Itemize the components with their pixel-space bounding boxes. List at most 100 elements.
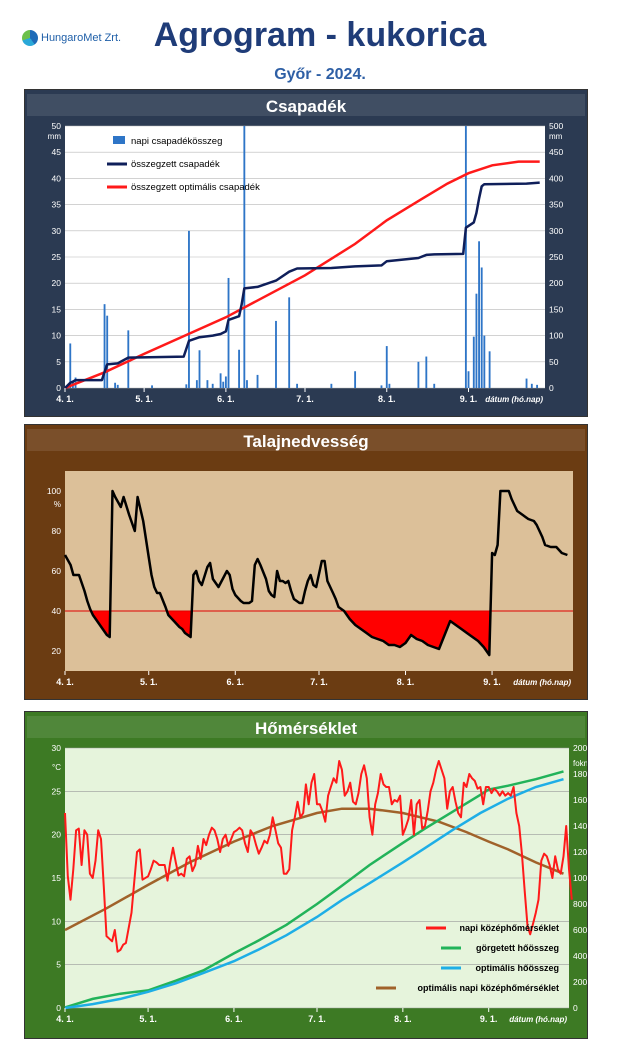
legend-label-daily-precip: napi csapadékösszeg: [131, 136, 222, 147]
daily-precip-bar: [472, 336, 475, 388]
x-tick-label: 8. 1.: [397, 677, 415, 687]
y-axis-unit: %: [54, 500, 61, 509]
y-right-tick-label: 450: [549, 147, 563, 157]
daily-precip-bar: [198, 350, 201, 388]
daily-precip-bar: [417, 361, 420, 388]
title-band: [27, 94, 585, 116]
x-tick-label: 6. 1.: [225, 1014, 243, 1024]
y-right-tick-label: 300: [549, 226, 563, 236]
legend-label-optimal-precip: összegzett optimális csapadék: [131, 182, 260, 193]
y-tick-label: 5: [56, 960, 61, 970]
y-right-tick-label: 350: [549, 200, 563, 210]
daily-precip-bar: [475, 293, 478, 388]
daily-precip-bar: [536, 384, 539, 388]
y-right-tick-label: 50: [549, 357, 559, 367]
y-right-tick-label: 150: [549, 304, 563, 314]
y-tick-label: 0: [56, 1003, 61, 1013]
legend-swatch-daily-precip: [113, 136, 125, 144]
daily-precip-bar: [525, 378, 528, 388]
page-title: Agrogram - kukorica: [153, 16, 487, 54]
x-tick-label: 5. 1.: [135, 394, 153, 404]
daily-mean-temp-line: [64, 760, 573, 953]
precipitation-chart: Csapadék05101520253035404550050100150200…: [25, 90, 587, 416]
soil-moisture-line: [63, 489, 568, 657]
y-axis-unit-left: mm: [48, 132, 62, 141]
y-axis-unit-right: foknap: [573, 759, 587, 768]
legend-daily-mean-temp-label: napi középhőmérséklet: [459, 923, 559, 933]
daily-precip-bar: [114, 382, 117, 388]
moisture-deficit-area: [166, 611, 192, 637]
y-axis-unit-left: °C: [52, 763, 61, 772]
y-tick-label: 10: [52, 916, 62, 926]
optimal-cumulative-precip-line: [64, 160, 540, 390]
daily-precip-bar: [288, 297, 291, 388]
daily-precip-bar: [224, 376, 227, 388]
y-right-tick-label: 0: [573, 1003, 578, 1013]
daily-precip-bar: [116, 384, 119, 388]
daily-precip-bar: [488, 351, 491, 388]
y-right-tick-label: 400: [549, 173, 563, 183]
daily-precip-bar: [222, 381, 225, 388]
daily-precip-bar: [388, 383, 391, 388]
daily-precip-bar: [467, 371, 470, 388]
y-right-tick-label: 200: [549, 278, 563, 288]
daily-precip-bar: [127, 330, 130, 388]
soil-moisture-chart: Talajnedvesség 20 40 60 80 100% 4. 1. 5. 1. 6. 1…: [25, 425, 587, 699]
daily-precip-bar: [296, 383, 299, 388]
x-axis-label: dátum (hó.nap): [485, 395, 543, 404]
daily-precip-bar: [354, 371, 357, 388]
x-tick-label: 8. 1.: [394, 1014, 412, 1024]
title-band: [27, 429, 585, 451]
y-right-tick-label: 800: [573, 899, 587, 909]
x-tick-label: 9. 1.: [483, 677, 501, 687]
x-tick-label: 7. 1.: [308, 1014, 326, 1024]
hungaromet-logo: HungaroMet Zrt.: [22, 30, 121, 46]
y-tick-label: 40: [52, 173, 62, 183]
y-right-tick-label: 2000: [573, 743, 587, 753]
y-right-tick-label: 250: [549, 252, 563, 262]
y-tick-label: 35: [52, 200, 62, 210]
rolling-heat-sum-line: [64, 770, 564, 1009]
daily-precip-bar: [480, 267, 483, 388]
y-tick-label: 20: [52, 646, 62, 656]
y-tick-label: 20: [52, 830, 62, 840]
x-tick-label: 7. 1.: [310, 677, 328, 687]
y-tick-label: 5: [56, 357, 61, 367]
moisture-deficit-area: [344, 611, 491, 655]
logo-text: HungaroMet Zrt.: [41, 32, 122, 44]
y-tick-label: 40: [52, 606, 62, 616]
legend-optimal-daily-temp-label: optimális napi középhőmérséklet: [417, 983, 559, 993]
y-tick-label: 50: [52, 121, 62, 131]
x-tick-label: 5. 1.: [140, 677, 158, 687]
x-tick-label: 7. 1.: [296, 394, 314, 404]
y-right-tick-label: 0: [549, 383, 554, 393]
y-axis-unit-right: mm: [549, 132, 563, 141]
x-tick-label: 6. 1.: [217, 394, 235, 404]
daily-precip-bar: [69, 343, 72, 388]
chart-title: Talajnedvesség: [243, 432, 368, 451]
daily-precip-bar: [478, 241, 480, 388]
daily-precip-bar: [103, 304, 106, 388]
hungaromet-logo-icon: [22, 30, 38, 46]
page-subtitle: Győr - 2024.: [274, 66, 366, 83]
y-tick-label: 30: [52, 743, 62, 753]
y-right-tick-label: 1000: [573, 873, 587, 883]
daily-precip-bar: [464, 126, 467, 388]
soil-moisture-panel: Talajnedvesség 20 40 60 80 100% 4. 1. 5. 1. 6. 1…: [24, 424, 588, 700]
daily-precip-bar: [211, 383, 214, 388]
daily-precip-bar: [380, 385, 383, 388]
title-band: [27, 716, 585, 738]
x-tick-label: 4. 1.: [56, 677, 74, 687]
y-right-tick-label: 600: [573, 925, 587, 935]
legend-optimal-heat-sum-label: optimális hőösszeg: [475, 963, 559, 973]
y-tick-label: 15: [52, 873, 62, 883]
daily-precip-bar: [238, 349, 240, 388]
daily-precip-bar: [425, 356, 428, 388]
daily-precip-bar: [106, 315, 109, 388]
y-tick-label: 30: [52, 226, 62, 236]
daily-precip-bar: [275, 320, 277, 388]
y-tick-label: 100: [47, 486, 61, 496]
legend-label-cumulative-precip: összegzett csapadék: [131, 159, 220, 170]
daily-precip-bar: [227, 277, 230, 388]
chart-title: Hőmérséklet: [255, 719, 357, 738]
